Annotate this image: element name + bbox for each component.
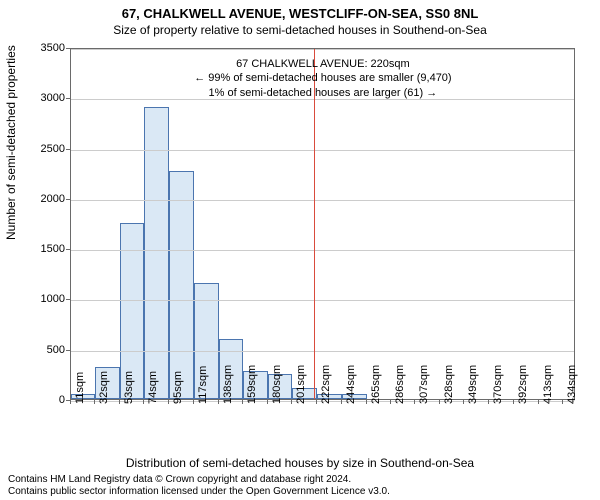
xtick-label: 265sqm [370, 365, 382, 404]
x-axis-label: Distribution of semi-detached houses by … [0, 456, 600, 470]
footer-line1: Contains HM Land Registry data © Crown c… [8, 474, 592, 486]
gridline-h [71, 200, 574, 201]
xtick-mark [562, 400, 563, 404]
ytick-label: 3500 [25, 42, 65, 54]
xtick-label: 328sqm [443, 365, 455, 404]
xtick-label: 138sqm [222, 365, 234, 404]
ytick-label: 2500 [25, 143, 65, 155]
xtick-mark [193, 400, 194, 404]
xtick-mark [143, 400, 144, 404]
xtick-label: 32sqm [98, 371, 110, 404]
chart-container: 67, CHALKWELL AVENUE, WESTCLIFF-ON-SEA, … [0, 0, 600, 500]
annotation-larger: 1% of semi-detached houses are larger (6… [194, 86, 451, 100]
xtick-mark [168, 400, 169, 404]
xtick-label: 11sqm [74, 372, 86, 404]
xtick-label: 201sqm [295, 365, 307, 404]
xtick-label: 349sqm [467, 365, 479, 404]
ytick-mark [66, 249, 70, 250]
xtick-mark [439, 400, 440, 404]
xtick-label: 74sqm [147, 371, 159, 404]
xtick-mark [94, 400, 95, 404]
gridline-h [71, 351, 574, 352]
chart-title-main: 67, CHALKWELL AVENUE, WESTCLIFF-ON-SEA, … [0, 6, 600, 21]
xtick-label: 370sqm [492, 365, 504, 404]
gridline-h [71, 49, 574, 50]
xtick-label: 434sqm [566, 365, 578, 404]
xtick-label: 392sqm [517, 365, 529, 404]
xtick-mark [366, 400, 367, 404]
xtick-label: 286sqm [394, 365, 406, 404]
ytick-mark [66, 48, 70, 49]
xtick-mark [488, 400, 489, 404]
xtick-label: 180sqm [271, 365, 283, 404]
footer: Contains HM Land Registry data © Crown c… [8, 474, 592, 498]
xtick-mark [513, 400, 514, 404]
ytick-label: 1500 [25, 243, 65, 255]
ytick-mark [66, 149, 70, 150]
xtick-mark [316, 400, 317, 404]
xtick-label: 222sqm [320, 365, 332, 404]
xtick-mark [463, 400, 464, 404]
ytick-label: 500 [25, 344, 65, 356]
xtick-label: 413sqm [542, 365, 554, 404]
chart-title-sub: Size of property relative to semi-detach… [0, 23, 600, 37]
gridline-h [71, 150, 574, 151]
ytick-mark [66, 350, 70, 351]
xtick-label: 117sqm [197, 366, 209, 404]
reference-line [314, 49, 315, 399]
xtick-label: 307sqm [418, 365, 430, 404]
ytick-label: 3000 [25, 92, 65, 104]
footer-line2: Contains public sector information licen… [8, 486, 592, 498]
xtick-mark [291, 400, 292, 404]
annotation-title: 67 CHALKWELL AVENUE: 220sqm [194, 57, 451, 71]
ytick-label: 1000 [25, 293, 65, 305]
histogram-bar [169, 171, 195, 399]
xtick-mark [242, 400, 243, 404]
xtick-mark [538, 400, 539, 404]
ytick-label: 2000 [25, 193, 65, 205]
xtick-label: 53sqm [123, 371, 135, 404]
xtick-mark [390, 400, 391, 404]
annotation-smaller: ← 99% of semi-detached houses are smalle… [194, 71, 451, 85]
gridline-h [71, 250, 574, 251]
xtick-mark [70, 400, 71, 404]
xtick-mark [218, 400, 219, 404]
annotation-box: 67 CHALKWELL AVENUE: 220sqm ← 99% of sem… [194, 57, 451, 100]
xtick-mark [267, 400, 268, 404]
y-axis-label: Number of semi-detached properties [4, 45, 18, 240]
ytick-mark [66, 199, 70, 200]
ytick-label: 0 [25, 394, 65, 406]
gridline-h [71, 300, 574, 301]
ytick-mark [66, 299, 70, 300]
xtick-label: 95sqm [172, 371, 184, 404]
plot-area: 67 CHALKWELL AVENUE: 220sqm ← 99% of sem… [70, 48, 575, 400]
xtick-mark [341, 400, 342, 404]
xtick-mark [414, 400, 415, 404]
xtick-mark [119, 400, 120, 404]
xtick-label: 159sqm [246, 365, 258, 404]
histogram-bar [144, 107, 168, 399]
ytick-mark [66, 98, 70, 99]
xtick-label: 244sqm [345, 365, 357, 404]
